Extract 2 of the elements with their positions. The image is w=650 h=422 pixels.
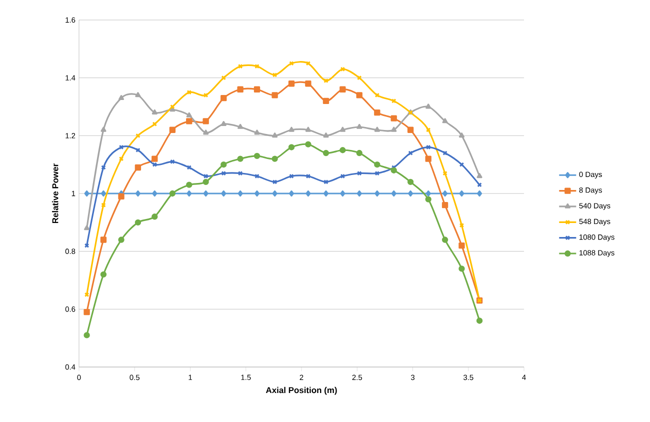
x-axis-title: Axial Position (m) [266,386,337,395]
y-axis-title: Relative Power [52,164,58,224]
